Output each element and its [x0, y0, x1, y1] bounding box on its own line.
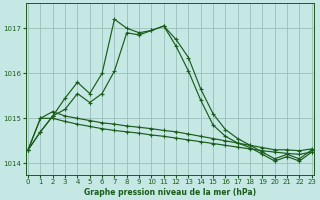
X-axis label: Graphe pression niveau de la mer (hPa): Graphe pression niveau de la mer (hPa) [84, 188, 256, 197]
